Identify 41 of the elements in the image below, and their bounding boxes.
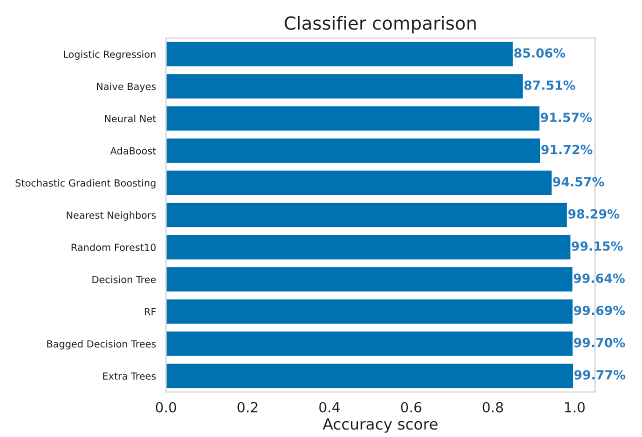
data-label: 91.72% bbox=[541, 144, 592, 154]
bar bbox=[166, 169, 554, 196]
x-tick-label: 0.4 bbox=[319, 402, 340, 412]
data-label: 85.06% bbox=[514, 48, 566, 58]
data-label: 99.69% bbox=[574, 306, 625, 316]
bar bbox=[166, 40, 514, 68]
y-tick-label: RF bbox=[144, 308, 156, 316]
y-tick-label: AdaBoost bbox=[110, 146, 156, 154]
y-tick-label: Stochastic Gradient Boosting bbox=[16, 179, 156, 189]
bar bbox=[166, 298, 574, 326]
x-tick-label: 0.0 bbox=[156, 402, 176, 412]
chart-title: Classifier comparison bbox=[284, 16, 476, 34]
y-tick-label: Nearest Neighbors bbox=[66, 211, 156, 221]
bar bbox=[166, 234, 572, 261]
x-tick-label: 0.8 bbox=[482, 402, 503, 412]
bar bbox=[166, 137, 542, 164]
y-tick-label: Bagged Decision Trees bbox=[47, 340, 156, 350]
bar bbox=[166, 330, 574, 358]
bar bbox=[166, 201, 568, 229]
data-label: 99.70% bbox=[574, 338, 626, 348]
data-label: 98.29% bbox=[568, 209, 620, 219]
data-label: 87.51% bbox=[524, 80, 576, 90]
y-tick-label: Decision Tree bbox=[92, 276, 156, 284]
y-tick-label: Random Forest10 bbox=[72, 243, 156, 252]
data-label: 99.15% bbox=[572, 241, 623, 251]
data-label: 99.77% bbox=[574, 370, 626, 380]
data-label: 91.57% bbox=[540, 112, 592, 122]
y-tick-label: Logistic Regression bbox=[64, 50, 156, 60]
data-label: 99.64% bbox=[574, 274, 625, 283]
x-tick-label: 1.0 bbox=[565, 402, 585, 412]
x-axis-title: Accuracy score bbox=[322, 418, 438, 433]
data-label: 94.57% bbox=[553, 176, 604, 186]
bar bbox=[166, 104, 541, 132]
x-tick-label: 0.6 bbox=[401, 402, 422, 412]
bar bbox=[166, 72, 524, 100]
bar bbox=[166, 266, 574, 293]
x-tick-label: 0.2 bbox=[238, 402, 258, 412]
bar bbox=[166, 362, 574, 390]
y-tick-label: Extra Trees bbox=[103, 372, 156, 380]
y-tick-label: Neural Net bbox=[105, 114, 156, 122]
y-tick-label: Naive Bayes bbox=[97, 82, 156, 92]
